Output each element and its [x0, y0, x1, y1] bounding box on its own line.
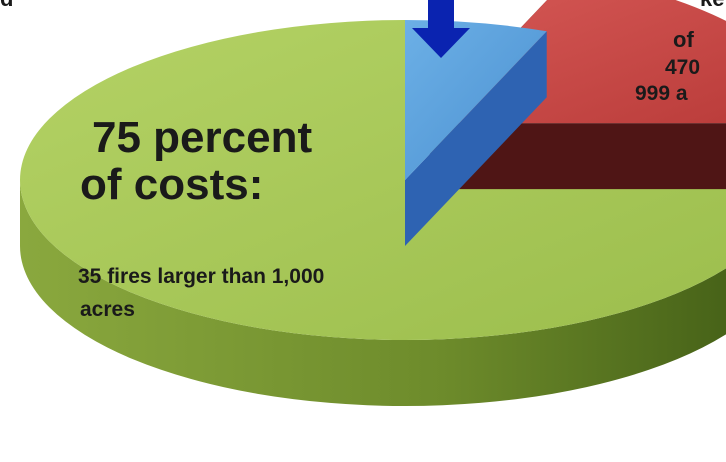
slice-small	[405, 20, 547, 180]
large-slice-detail-line-1: 35 fires larger than 1,000	[78, 265, 324, 288]
medium-slice-detail-line-2: 999 a	[635, 82, 688, 105]
slice-side-large	[20, 180, 726, 406]
large-slice-detail-line-2: acres	[80, 298, 135, 321]
medium-slice-label-line-1: of	[673, 27, 694, 52]
medium-slice-detail-line-1: 470	[665, 56, 700, 79]
slice-large	[20, 20, 726, 340]
large-slice-label-line-1: 75 percent	[92, 113, 312, 162]
slice-face-small-1	[405, 31, 547, 246]
top-text-right: ke	[700, 0, 724, 11]
large-slice-label-line-2: of costs:	[80, 160, 263, 209]
top-text-left: d	[0, 0, 13, 11]
annotation-arrow	[412, 0, 470, 58]
